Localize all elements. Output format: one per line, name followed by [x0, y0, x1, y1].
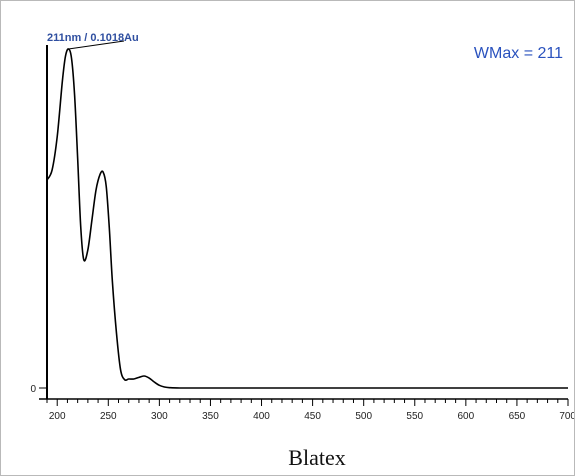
x-ticks: 200 250 300 350 400 450 500 550 600 650 700: [46, 399, 574, 422]
x-tick-label: 400: [253, 411, 270, 422]
wmax-annotation: WMax = 211: [474, 45, 563, 62]
y-tick-label: 0: [30, 384, 36, 395]
spectrum-line: [46, 48, 568, 389]
x-tick-label: 550: [406, 411, 423, 422]
x-tick-label: 500: [355, 411, 372, 422]
peak-annotation: 211nm / 0.1018Au: [47, 32, 139, 44]
x-tick-label: 350: [202, 411, 219, 422]
x-axis-title: Blatex: [288, 445, 345, 470]
y-ticks: 0: [30, 384, 47, 395]
x-tick-label: 300: [151, 411, 168, 422]
x-tick-label: 600: [457, 411, 474, 422]
x-tick-label: 250: [100, 411, 117, 422]
axes: 200 250 300 350 400 450 500 550 600 650 700 0: [30, 45, 574, 422]
x-tick-label: 700: [559, 411, 574, 422]
x-tick-label: 650: [509, 411, 526, 422]
peak-leader-line: [68, 40, 125, 50]
x-tick-label: 200: [49, 411, 66, 422]
x-tick-label: 450: [304, 411, 321, 422]
